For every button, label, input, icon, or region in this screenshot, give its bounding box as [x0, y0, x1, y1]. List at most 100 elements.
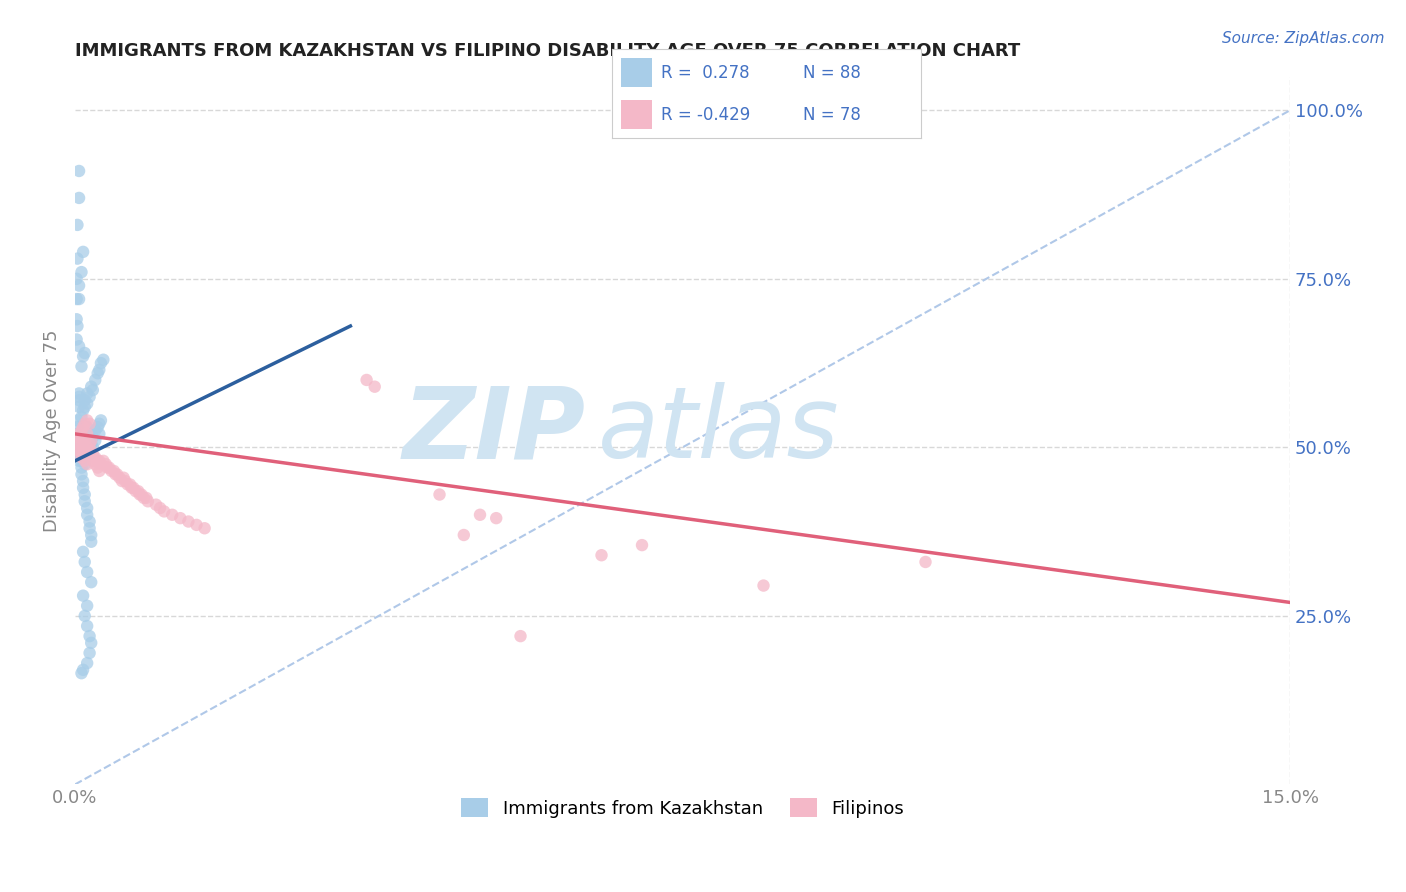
Point: [70, 359, 93, 374]
Point: [76, 599, 98, 613]
Point: [72, 426, 94, 441]
Point: [117, 477, 139, 491]
Legend: Immigrants from Kazakhstan, Filipinos: Immigrants from Kazakhstan, Filipinos: [454, 791, 911, 825]
Point: [67, 434, 90, 448]
Point: [98, 460, 121, 475]
Point: [72, 420, 94, 434]
Point: [84, 457, 107, 471]
Point: [79, 629, 101, 643]
Point: [70, 437, 93, 451]
Point: [76, 501, 98, 516]
Text: N = 88: N = 88: [803, 63, 862, 82]
Point: [80, 437, 103, 451]
Point: [169, 511, 191, 525]
Point: [73, 494, 96, 508]
Point: [76, 508, 98, 522]
Point: [121, 481, 143, 495]
Text: R = -0.429: R = -0.429: [661, 105, 751, 124]
Bar: [621, 58, 652, 87]
Point: [66, 318, 89, 333]
Point: [120, 477, 142, 491]
Point: [186, 517, 208, 532]
Point: [66, 272, 89, 286]
Point: [149, 501, 172, 516]
Point: [89, 363, 111, 377]
Text: N = 78: N = 78: [803, 105, 862, 124]
Point: [70, 265, 93, 279]
Point: [72, 474, 94, 488]
Point: [66, 437, 89, 451]
Point: [90, 413, 112, 427]
Point: [67, 339, 90, 353]
Point: [66, 252, 89, 266]
Point: [67, 393, 90, 408]
Point: [70, 666, 93, 681]
Point: [80, 575, 103, 590]
Point: [96, 460, 118, 475]
Point: [79, 437, 101, 451]
Point: [72, 481, 94, 495]
Point: [76, 443, 98, 458]
Point: [67, 278, 90, 293]
Point: [80, 443, 103, 458]
Point: [356, 373, 378, 387]
Point: [80, 534, 103, 549]
Point: [80, 434, 103, 448]
Point: [73, 608, 96, 623]
Point: [70, 447, 93, 461]
Point: [80, 528, 103, 542]
Point: [66, 434, 89, 448]
Point: [177, 515, 200, 529]
Point: [66, 333, 89, 347]
Point: [70, 467, 93, 482]
Point: [79, 515, 101, 529]
Point: [90, 457, 112, 471]
Point: [914, 555, 936, 569]
Point: [76, 457, 98, 471]
Point: [752, 578, 775, 592]
Point: [135, 491, 157, 505]
Point: [66, 441, 89, 455]
Point: [67, 434, 90, 448]
Point: [145, 498, 167, 512]
Point: [67, 454, 90, 468]
Point: [70, 441, 93, 455]
Point: [70, 460, 93, 475]
Point: [104, 467, 127, 482]
Bar: [621, 100, 652, 129]
Point: [73, 555, 96, 569]
Point: [67, 443, 90, 458]
Point: [127, 484, 149, 499]
Text: IMMIGRANTS FROM KAZAKHSTAN VS FILIPINO DISABILITY AGE OVER 75 CORRELATION CHART: IMMIGRANTS FROM KAZAKHSTAN VS FILIPINO D…: [75, 42, 1021, 60]
Point: [73, 393, 96, 408]
Point: [70, 454, 93, 468]
Point: [429, 487, 451, 501]
Text: ZIP: ZIP: [402, 382, 585, 479]
Point: [76, 565, 98, 579]
Point: [86, 366, 108, 380]
Point: [136, 494, 159, 508]
Point: [76, 396, 98, 410]
Point: [89, 417, 111, 431]
Point: [66, 426, 89, 441]
Point: [72, 447, 94, 461]
Point: [84, 450, 107, 465]
Point: [103, 464, 125, 478]
Point: [105, 467, 128, 482]
Point: [73, 417, 96, 431]
Point: [111, 474, 134, 488]
Point: [66, 413, 89, 427]
Point: [66, 218, 89, 232]
Point: [79, 434, 101, 448]
Point: [631, 538, 654, 552]
Point: [72, 403, 94, 417]
Point: [67, 292, 90, 306]
Point: [128, 487, 150, 501]
Point: [82, 383, 104, 397]
Point: [76, 386, 98, 401]
Point: [89, 426, 111, 441]
Point: [76, 656, 98, 670]
Point: [82, 454, 104, 468]
Point: [67, 443, 90, 458]
Point: [70, 410, 93, 425]
